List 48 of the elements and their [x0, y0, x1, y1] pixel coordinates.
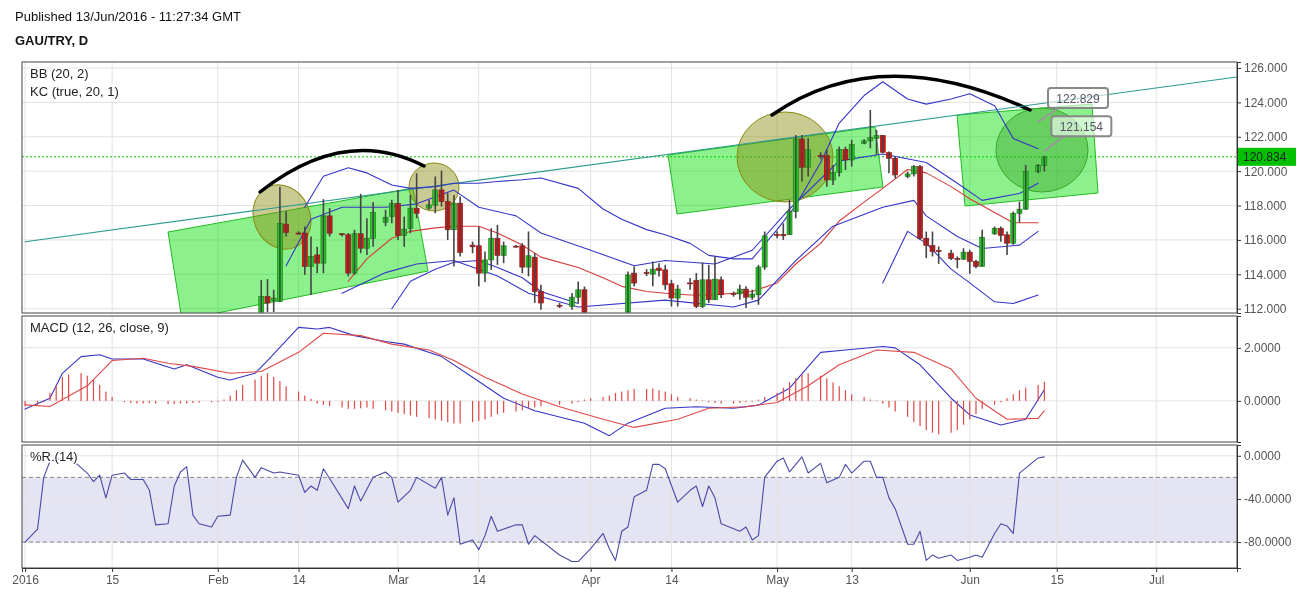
candlestick: [848, 139, 855, 168]
y-tick-label: 114.000: [1244, 267, 1287, 282]
y-tick-label: -40.0000: [1244, 492, 1292, 507]
x-tick-label: 14: [292, 572, 307, 587]
y-tick-label: -80.0000: [1244, 535, 1292, 550]
candlestick: [699, 261, 706, 309]
x-tick-label: 15: [1050, 572, 1065, 587]
candlestick: [737, 284, 743, 301]
annotation: 122.829: [1056, 92, 1101, 106]
candlestick: [674, 284, 681, 308]
y-tick-label: 120.000: [1244, 164, 1288, 179]
y-tick-label: 2.0000: [1244, 341, 1282, 356]
x-tick-label: 15: [105, 572, 120, 587]
y-tick-label: 118.000: [1244, 198, 1287, 213]
candlestick: [413, 172, 420, 220]
candlestick: [842, 145, 849, 171]
ref-line-label: 120.834: [1243, 150, 1287, 165]
candlestick: [326, 207, 333, 238]
y-tick-label: 122.000: [1244, 130, 1288, 145]
chart-title: GAU/TRY, D: [15, 33, 89, 48]
x-tick-label: Jun: [960, 572, 980, 587]
x-tick-label: Jul: [1149, 572, 1165, 587]
x-tick-label: Mar: [388, 572, 409, 587]
x-tick-label: 2016: [12, 572, 40, 587]
y-tick-label: 112.000: [1244, 302, 1287, 317]
candlestick: [500, 240, 507, 264]
candlestick: [351, 228, 358, 276]
x-tick-label: May: [766, 572, 789, 587]
annotation: MACD (12, 26, close, 9): [30, 320, 169, 335]
line-series: [341, 199, 1039, 308]
annotation: KC (true, 20, 1): [30, 84, 119, 99]
line-series: [882, 230, 1039, 305]
y-tick-label: 126.000: [1244, 61, 1288, 76]
x-tick-label: Feb: [207, 572, 229, 587]
y-tick-label: 0.0000: [1244, 449, 1282, 464]
annotation: 121.154: [1059, 120, 1104, 135]
candlestick: [525, 230, 532, 278]
annotation: BB (20, 2): [30, 66, 89, 81]
candlestick: [320, 198, 327, 274]
y-tick-label: 0.0000: [1244, 394, 1282, 409]
y-tick-label: 124.000: [1244, 95, 1288, 110]
x-tick-label: 14: [472, 572, 487, 587]
x-tick-label: 13: [845, 572, 860, 587]
y-tick-label: 116.000: [1244, 233, 1287, 248]
x-tick-label: 14: [665, 572, 679, 587]
chart-subtitle: Published 13/Jun/2016 - 11:27:34 GMT: [15, 9, 242, 24]
candlestick: [494, 224, 501, 266]
x-tick-label: Apr: [581, 572, 601, 587]
